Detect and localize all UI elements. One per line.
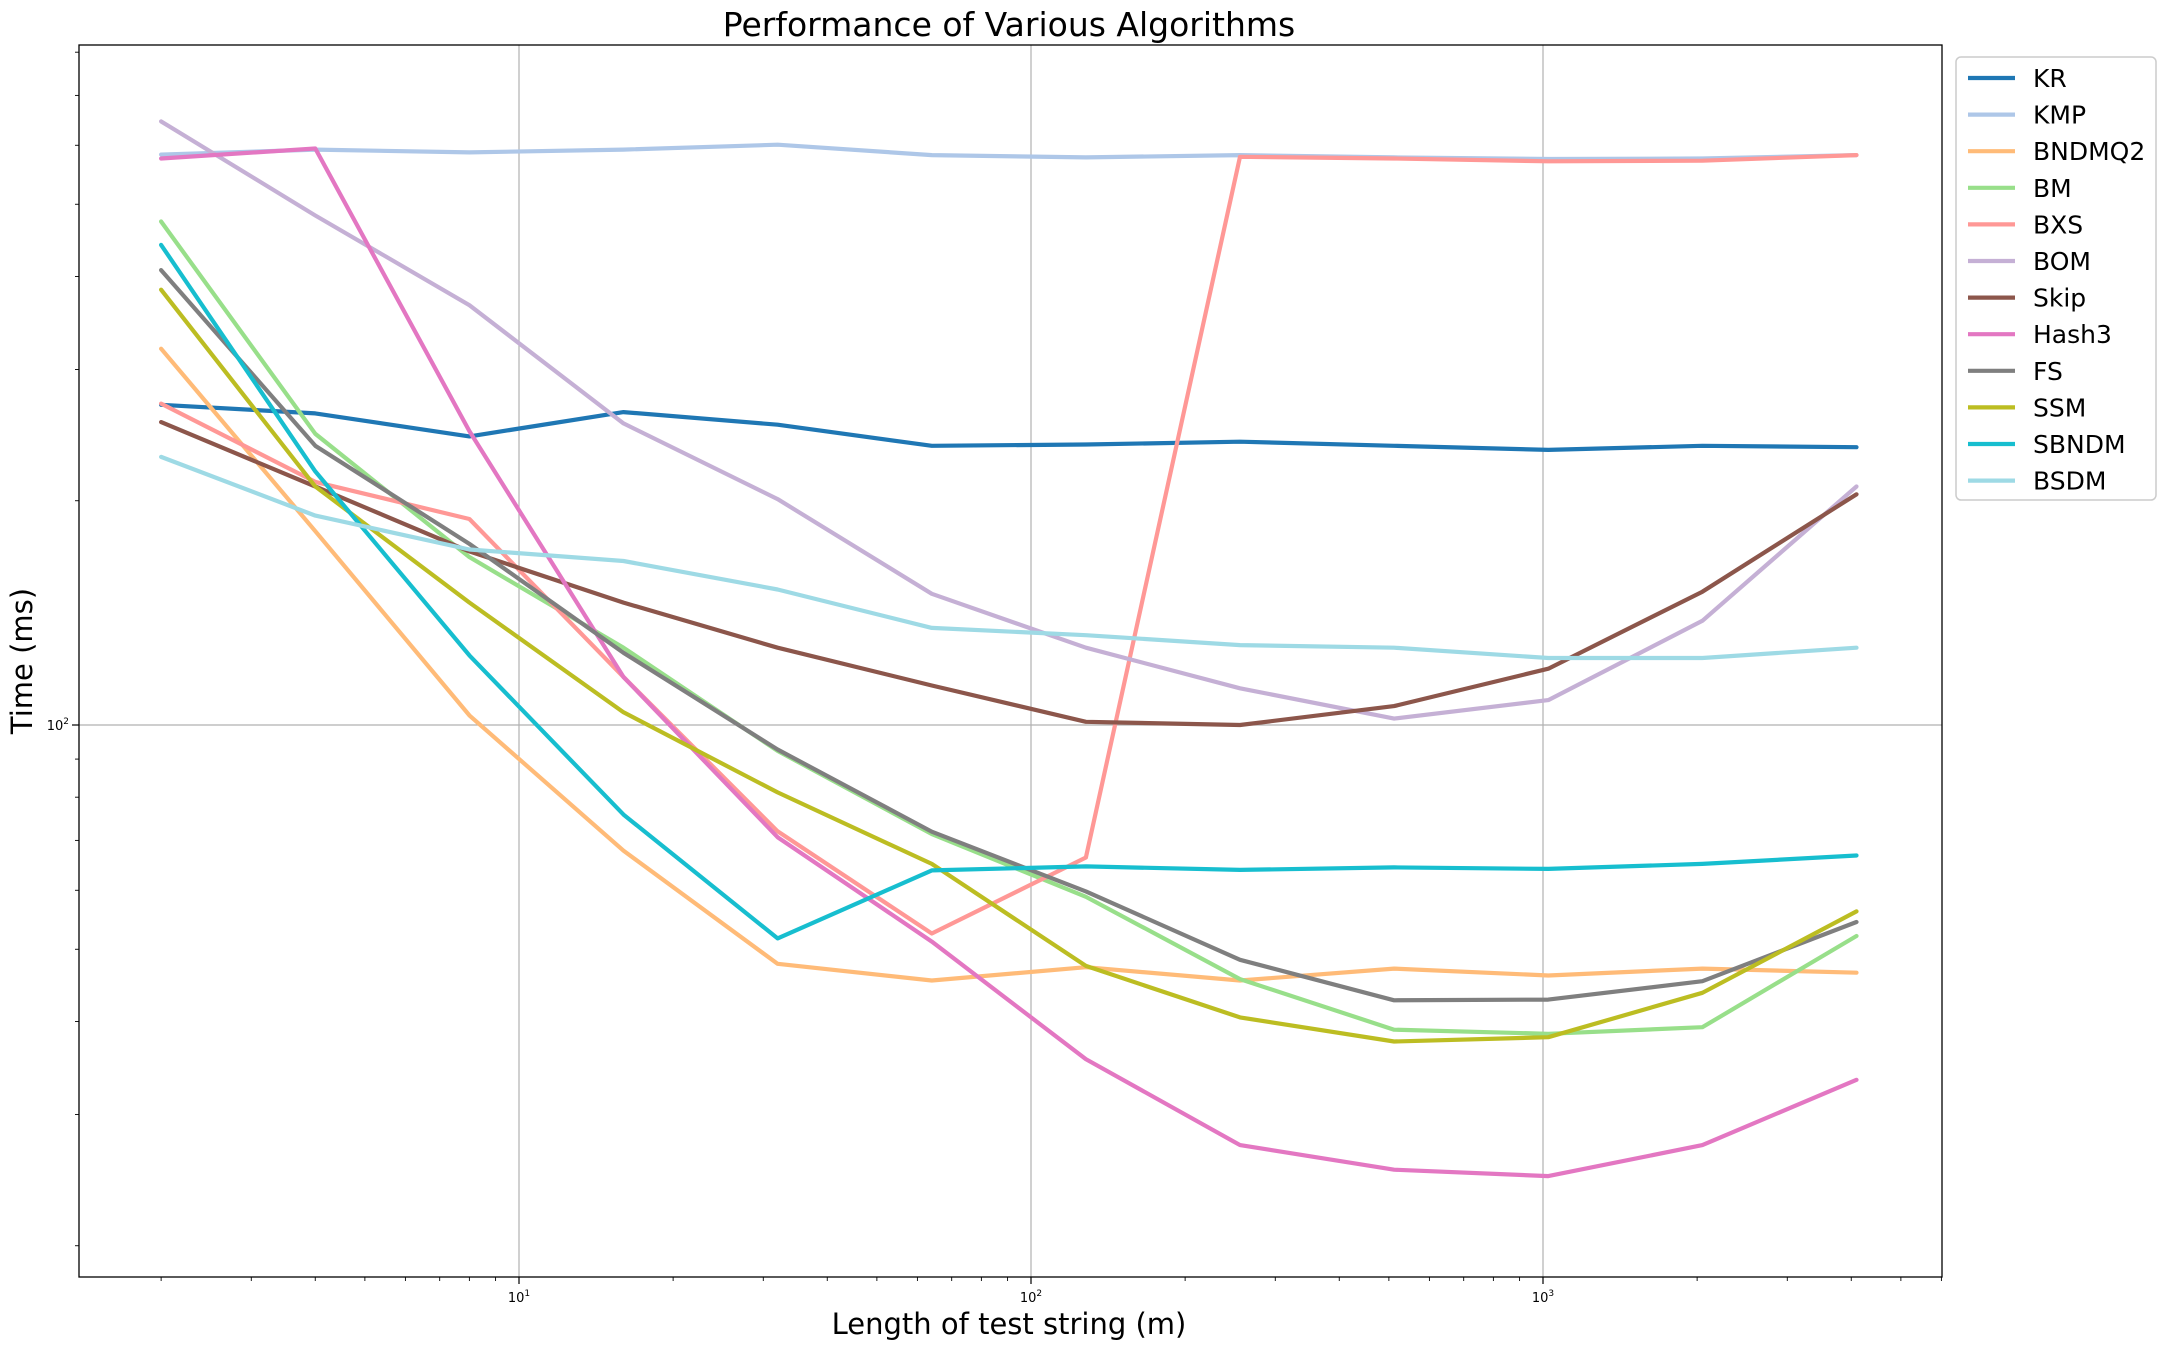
legend-item-hash3: Hash3 [1968,320,2112,349]
series-line-bsdm [159,454,1859,661]
x-tick-label: 101 [508,1289,530,1306]
legend-item-bxs: BXS [1968,210,2083,239]
legend-label: BXS [2033,210,2083,239]
legend-label: FS [2033,357,2063,386]
legend-label: BSDM [2033,467,2106,496]
y-axis-label: Time (ms) [5,588,39,735]
plot-frame [78,44,1943,1278]
legend-item-kr: KR [1968,64,2067,93]
legend-box [1955,56,2157,501]
legend-label: KMP [2033,101,2086,130]
series-line-sbndm [159,242,1859,941]
plot-lines [159,119,1859,1179]
legend-items: KR KMP BNDMQ2 BM BXS BOM Skip Hash3 FS SSM SBNDM BS… [1968,64,2145,496]
x-axis-ticks: 101 102 103 [160,1277,1942,1306]
x-tick-label: 102 [1020,1289,1042,1306]
legend-item-bm: BM [1968,174,2072,203]
series-line-fs [159,268,1859,1003]
grid [79,45,1942,1277]
legend-label: KR [2033,64,2067,93]
legend-label: BOM [2033,247,2091,276]
series-line-kr [159,402,1859,452]
series-line-bxs [159,153,1859,936]
legend-label: SBNDM [2033,430,2126,459]
series-line-bom [159,119,1859,721]
legend-item-bsdm: BSDM [1968,467,2106,496]
legend-item-bndmq2: BNDMQ2 [1968,137,2145,166]
series-line-bm [159,219,1859,1036]
legend-label: SSM [2033,393,2086,422]
series-line-hash3 [159,146,1859,1179]
legend-item-sbndm: SBNDM [1968,430,2126,459]
x-tick-label: 103 [1532,1289,1554,1306]
legend-item-kmp: KMP [1968,101,2086,130]
legend-item-skip: Skip [1968,284,2086,313]
legend-item-fs: FS [1968,357,2063,386]
chart-title: Performance of Various Algorithms [723,5,1295,44]
x-axis-label: Length of test string (m) [832,1307,1187,1341]
series-line-bndmq2 [159,346,1859,983]
legend-item-bom: BOM [1968,247,2091,276]
legend-label: Skip [2033,284,2086,313]
y-tick-label: 102 [47,717,69,734]
legend-item-ssm: SSM [1968,393,2086,422]
legend-label: Hash3 [2033,320,2112,349]
series-line-kmp [159,142,1859,162]
legend-label: BNDMQ2 [2033,137,2145,166]
series-line-skip [159,420,1859,728]
legend: KR KMP BNDMQ2 BM BXS BOM Skip Hash3 FS SSM SBNDM BS… [1955,56,2157,501]
legend-label: BM [2033,174,2072,203]
y-axis-ticks: 102 [47,51,79,1247]
series-line-ssm [159,287,1859,1044]
